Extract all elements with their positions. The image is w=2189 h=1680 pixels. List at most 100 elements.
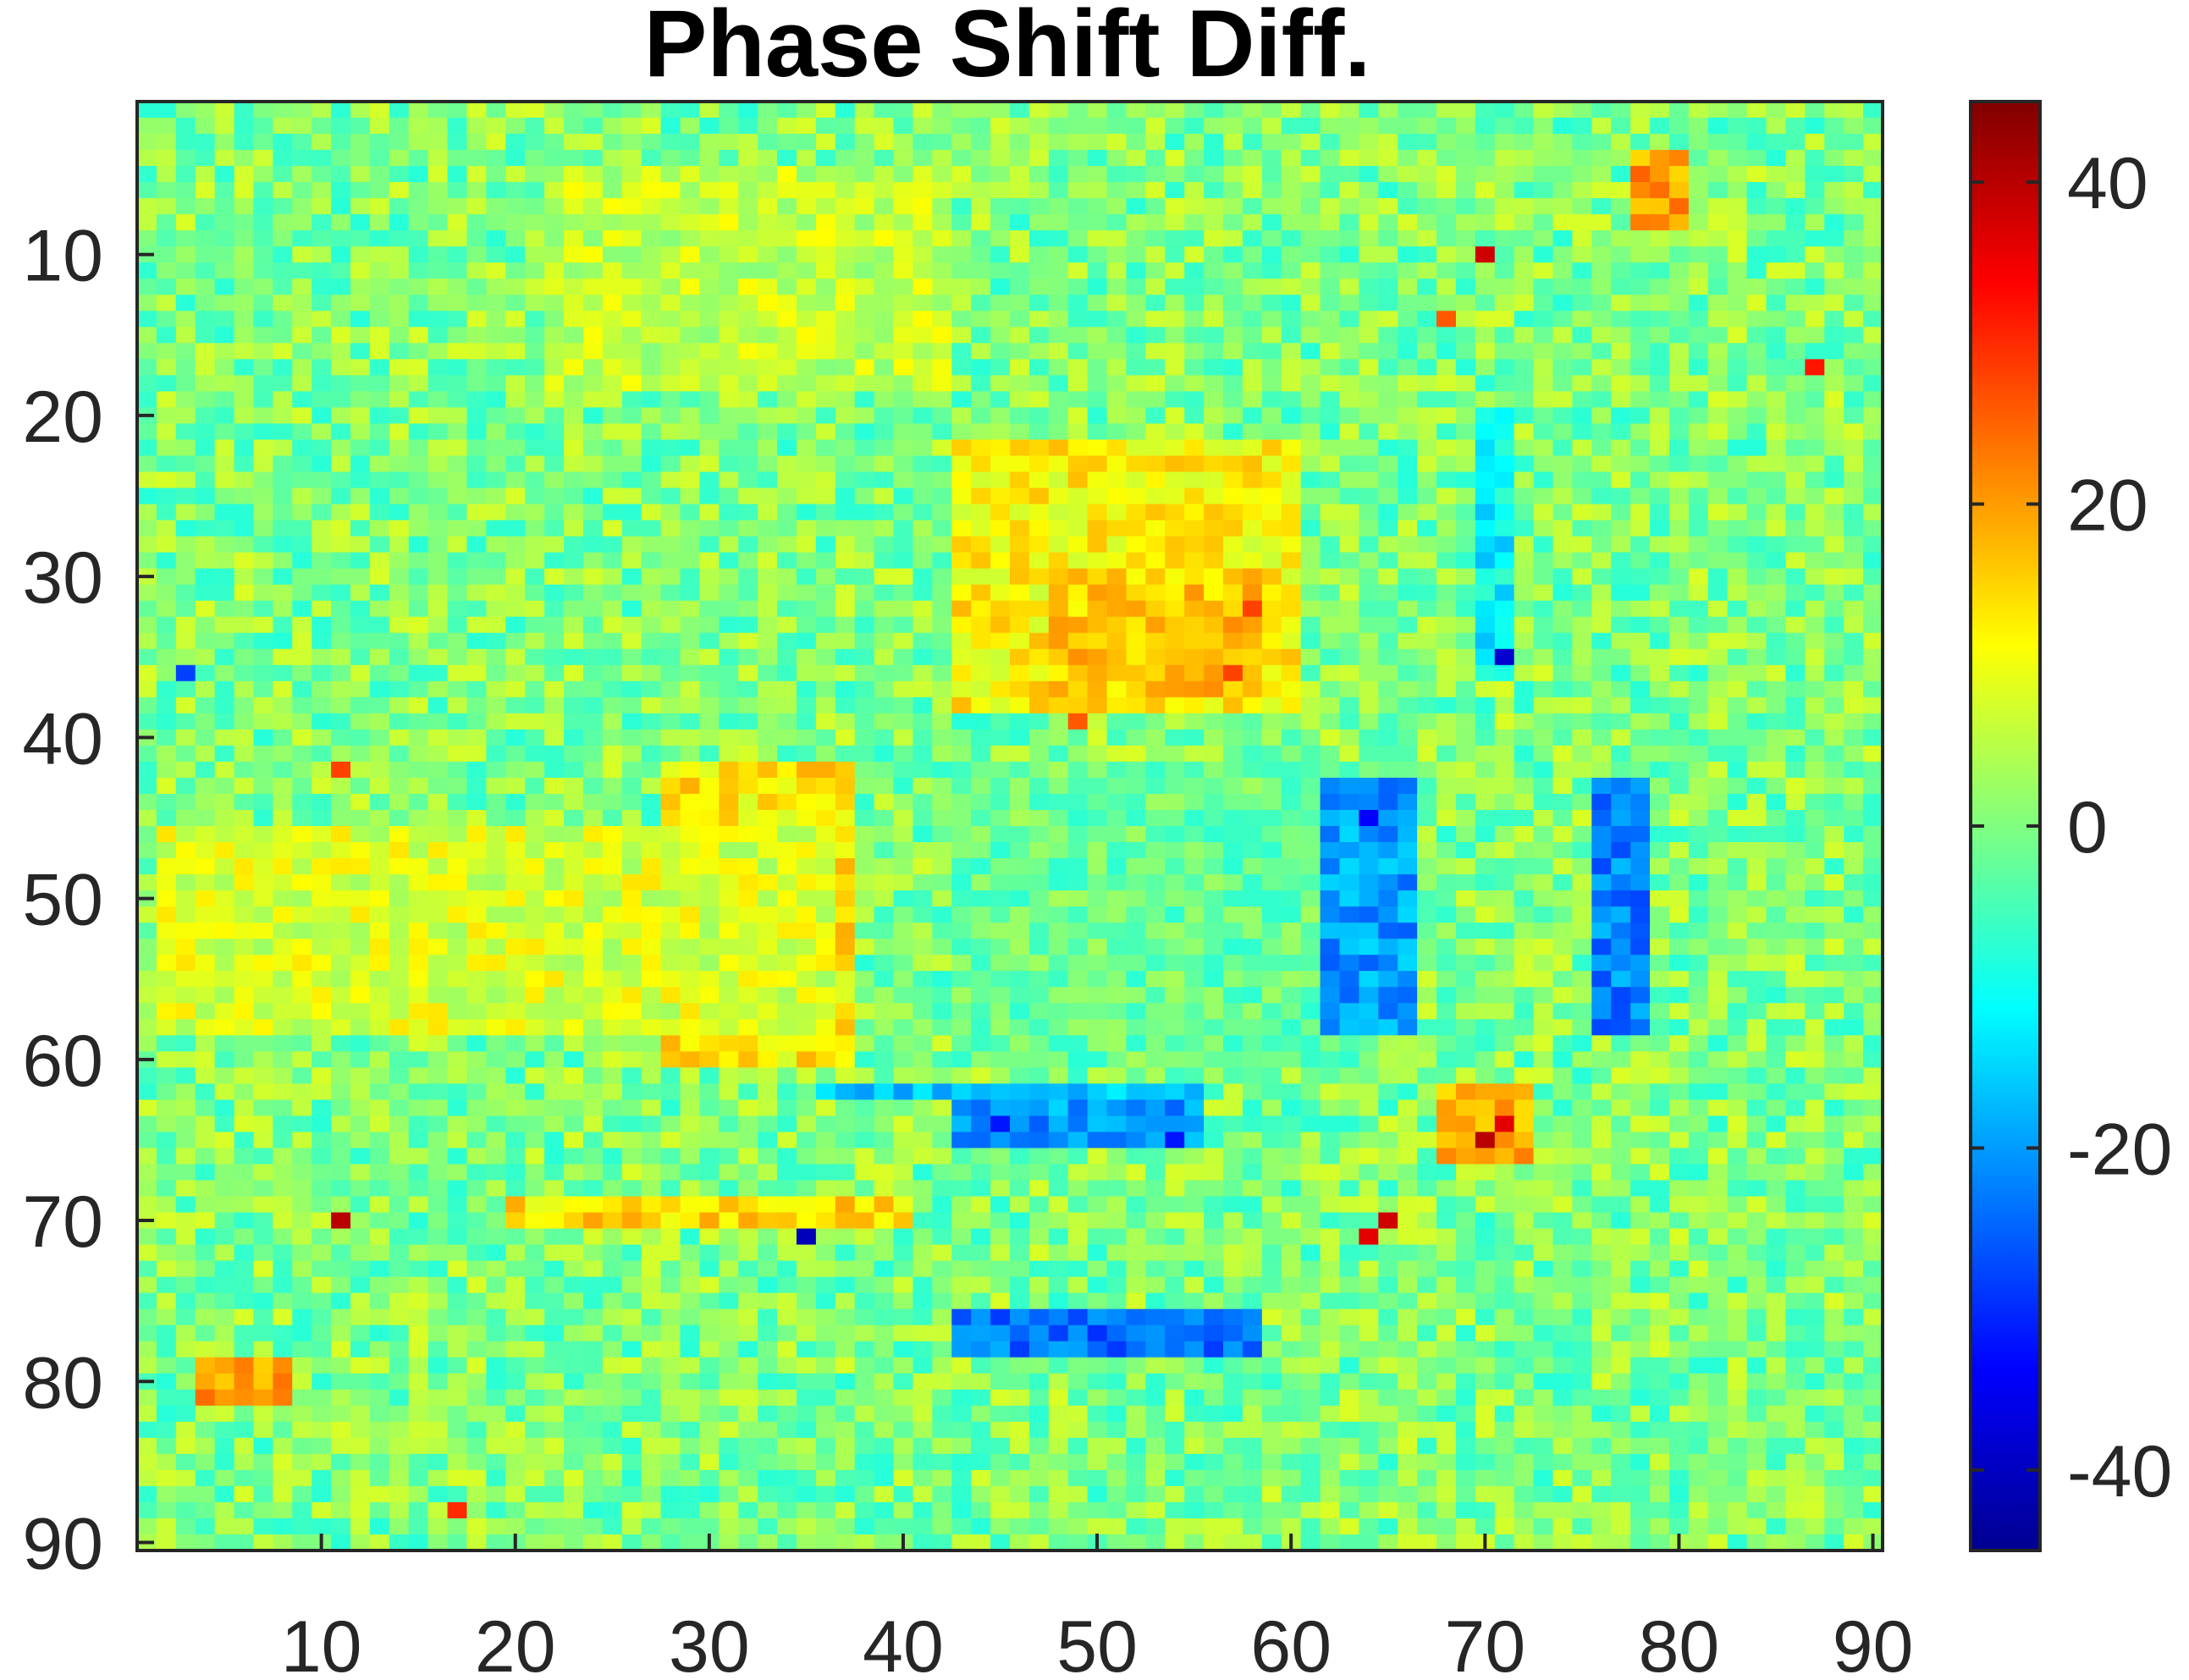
heatmap-cell [777,311,797,328]
heatmap-cell [505,923,526,939]
heatmap-cell [486,826,506,843]
heatmap-cell [369,777,390,795]
heatmap-cell [1805,311,1825,328]
heatmap-cell [660,809,681,827]
heatmap-cell [874,777,895,795]
heatmap-cell [1533,295,1554,311]
heatmap-cell [137,906,157,923]
heatmap-cell [137,648,157,666]
heatmap-cell [1436,890,1457,907]
heatmap-cell [990,102,1011,118]
heatmap-cell [1766,600,1787,618]
heatmap-cell [427,423,449,441]
heatmap-cell [854,246,875,263]
heatmap-cell [137,971,157,988]
heatmap-cell [796,923,817,939]
heatmap-cell [1339,729,1359,746]
heatmap-cell [1010,584,1030,602]
heatmap-cell [1785,616,1806,634]
heatmap-cell [680,616,701,634]
heatmap-cell [835,230,856,247]
heatmap-cell [1805,584,1825,602]
heatmap-cell [1630,214,1651,231]
heatmap-cell [525,150,545,167]
heatmap-cell [273,632,293,650]
heatmap-cell [660,568,681,586]
heatmap-cell [893,198,914,215]
heatmap-cell [1668,295,1690,311]
heatmap-cell [175,455,196,473]
heatmap-cell [1087,407,1108,425]
heatmap-cell [1611,906,1631,923]
heatmap-cell [447,278,468,295]
heatmap-cell [758,166,778,183]
heatmap-cell [525,246,545,263]
heatmap-cell [389,166,410,183]
heatmap-cell [951,697,972,714]
heatmap-cell [680,311,701,328]
heatmap-cell [273,568,293,586]
heatmap-cell [1048,278,1069,295]
heatmap-cell [1533,471,1554,489]
heatmap-cell [1630,826,1651,843]
heatmap-cell [195,600,216,618]
heatmap-cell [195,793,216,811]
heatmap-cell [214,809,235,827]
heatmap-cell [660,343,681,360]
heatmap-cell [369,971,390,988]
heatmap-cell [1455,955,1476,972]
heatmap-cell [564,504,584,521]
heatmap-cell [234,343,255,360]
heatmap-cell [582,520,604,537]
heatmap-cell [1533,182,1554,199]
heatmap-cell [874,520,895,537]
heatmap-cell [1261,874,1282,891]
heatmap-cell [1436,134,1457,151]
heatmap-cell [680,375,701,392]
heatmap-cell [1339,826,1359,843]
heatmap-cell [1048,697,1069,714]
heatmap-cell [893,504,914,521]
heatmap-cell [1261,600,1282,618]
heatmap-cell [1165,520,1185,537]
heatmap-cell [564,423,584,441]
heatmap-cell [913,987,933,1004]
heatmap-cell [486,407,506,425]
heatmap-cell [1417,375,1437,392]
heatmap-cell [486,906,506,923]
heatmap-cell [1300,504,1321,521]
heatmap-cell [1028,616,1050,634]
heatmap-cell [1165,600,1185,618]
heatmap-cell [951,375,972,392]
heatmap-cell [990,455,1011,473]
heatmap-cell [1261,890,1282,907]
heatmap-cell [1591,118,1612,135]
heatmap-cell [292,455,312,473]
heatmap-cell [389,182,410,199]
heatmap-cell [1126,939,1146,956]
heatmap-cell [1204,536,1224,554]
heatmap-cell [1863,118,1883,135]
heatmap-cell [1281,504,1302,521]
heatmap-cell [1378,680,1398,698]
heatmap-cell [699,407,720,425]
heatmap-cell [1766,343,1787,360]
heatmap-cell [195,520,216,537]
heatmap-cell [854,971,875,988]
heatmap-cell [1087,664,1108,682]
heatmap-cell [1204,664,1224,682]
heatmap-cell [1572,584,1592,602]
heatmap-cell [369,874,390,891]
heatmap-cell [835,552,856,570]
heatmap-cell [1281,295,1302,311]
heatmap-cell [815,471,836,489]
heatmap-cell [312,455,332,473]
heatmap-cell [1436,536,1457,554]
heatmap-cell [408,520,429,537]
heatmap-cell [1320,295,1341,311]
heatmap-cell [1378,939,1398,956]
heatmap-cell [602,150,623,167]
heatmap-cell [1552,680,1574,698]
heatmap-cell [427,793,449,811]
heatmap-cell [389,826,410,843]
